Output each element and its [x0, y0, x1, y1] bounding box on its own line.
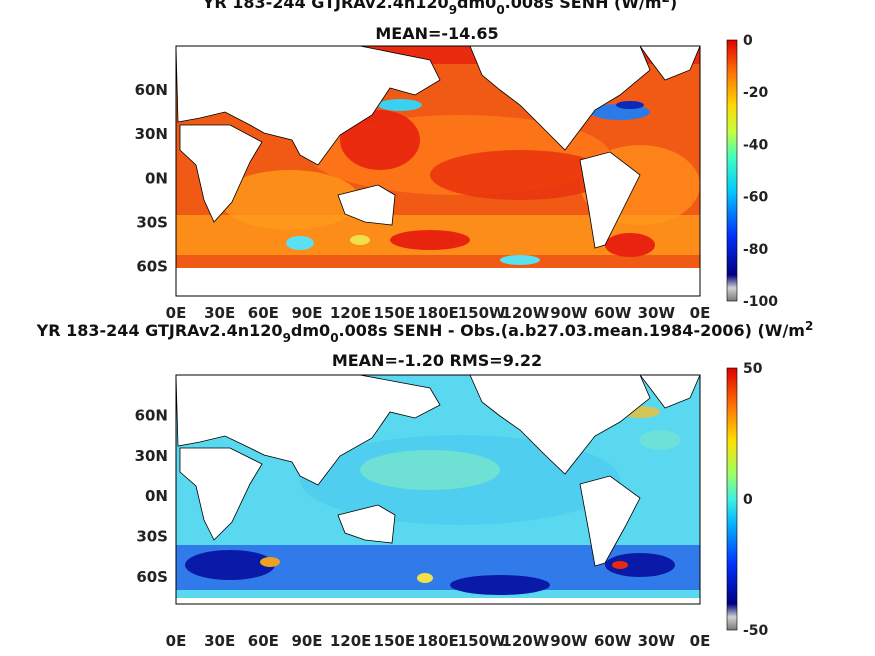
- bottom-x-tick-label: 60E: [248, 632, 279, 650]
- top-x-tick-label: 150W: [458, 304, 506, 322]
- bottom-warm-spot-1: [260, 557, 280, 567]
- top-x-tick-label: 120W: [501, 304, 549, 322]
- top-x-tick-label: 90W: [550, 304, 588, 322]
- bottom-colorbar-tick-label: 0: [743, 492, 753, 508]
- top-y-tick-label: 60S: [136, 258, 168, 276]
- top-east-pacific: [430, 150, 610, 200]
- top-colorbar-tick-label: -100: [743, 294, 778, 310]
- bottom-north-america: [469, 375, 651, 475]
- bottom-subtitle: MEAN=-1.20 RMS=9.22: [332, 351, 542, 370]
- top-southern-yellow: [350, 235, 370, 245]
- top-colorbar-tick-label: 0: [743, 33, 753, 49]
- bottom-y-tick-label: 60N: [135, 406, 168, 424]
- top-south-pacific-red: [390, 230, 470, 250]
- bottom-x-tick-label: 90E: [291, 632, 322, 650]
- top-kuroshio: [378, 99, 422, 111]
- bottom-greenland: [639, 375, 700, 409]
- bottom-x-tick-label: 30E: [204, 632, 235, 650]
- top-colorbar-tick-label: -20: [743, 85, 769, 101]
- top-south-america: [579, 151, 641, 249]
- top-eurasia: [176, 46, 441, 166]
- bottom-y-tick-label: 30S: [136, 528, 168, 546]
- bottom-title: YR 183-244 GTJRAv2.4n1209dm00.008s SENH …: [36, 319, 814, 345]
- top-colorbar: [726, 39, 738, 302]
- top-x-tick-label: 30W: [638, 304, 676, 322]
- bottom-colorbar: [726, 367, 738, 631]
- bottom-australia: [337, 504, 396, 544]
- bottom-southern-deep-3: [605, 553, 675, 577]
- bottom-x-tick-label: 180E: [417, 632, 459, 650]
- top-map-frame: [175, 45, 701, 297]
- top-gulf-core: [616, 101, 644, 109]
- top-map-field: [176, 46, 700, 296]
- bottom-southern-deep-2: [450, 575, 550, 595]
- bottom-warm-spot-3: [612, 561, 628, 569]
- top-southern-cold-2: [500, 255, 540, 265]
- bottom-atlantic-green: [640, 430, 680, 450]
- top-africa: [179, 124, 263, 223]
- bottom-x-tick-label: 0E: [166, 632, 187, 650]
- bottom-map-frame: [175, 374, 701, 605]
- top-antarctica: [176, 268, 700, 296]
- bottom-colorbar-tick-label: 50: [743, 361, 763, 377]
- bottom-x-tick-label: 60W: [594, 632, 632, 650]
- top-x-tick-label: 120E: [330, 304, 372, 322]
- top-title: YR 183-244 GTJRAv2.4n1209dm00.008s SENH …: [202, 0, 677, 17]
- top-y-tick-label: 0N: [145, 169, 168, 187]
- bottom-colorbar-ticks: 50 0 -50: [743, 361, 769, 639]
- bottom-x-tick-label: 150W: [458, 632, 506, 650]
- top-x-tick-label: 0E: [690, 304, 711, 322]
- top-panel: YR 183-244 GTJRAv2.4n1209dm00.008s SENH …: [135, 0, 779, 322]
- top-colorbar-tick-label: -80: [743, 242, 769, 258]
- bottom-x-tick-label: 150E: [374, 632, 416, 650]
- top-colorbar-tick-label: -40: [743, 137, 769, 153]
- bottom-y-tick-label: 30N: [135, 447, 168, 465]
- bottom-africa: [179, 447, 263, 541]
- bottom-pacific-green: [360, 450, 500, 490]
- bottom-x-tick-label: 30W: [638, 632, 676, 650]
- top-subtitle: MEAN=-14.65: [375, 24, 498, 43]
- bottom-warm-spot-2: [417, 573, 433, 583]
- top-australia: [337, 184, 396, 226]
- top-y-axis: 60N 30N 0N 30S 60S: [135, 81, 168, 275]
- bottom-x-tick-label: 120W: [501, 632, 549, 650]
- bottom-x-tick-label: 120E: [330, 632, 372, 650]
- top-x-tick-label: 180E: [417, 304, 459, 322]
- bottom-x-tick-label: 90W: [550, 632, 588, 650]
- top-y-tick-label: 30N: [135, 125, 168, 143]
- bottom-panel: YR 183-244 GTJRAv2.4n1209dm00.008s SENH …: [36, 319, 814, 650]
- bottom-map-field: [176, 375, 700, 604]
- top-x-tick-label: 90E: [291, 304, 322, 322]
- bottom-antarctica: [176, 598, 700, 604]
- bottom-colorbar-tick-label: -50: [743, 623, 769, 639]
- top-x-tick-label: 0E: [166, 304, 187, 322]
- top-land: [176, 46, 700, 296]
- bottom-y-tick-label: 0N: [145, 487, 168, 505]
- top-y-tick-label: 60N: [135, 81, 168, 99]
- bottom-southern-deep-1: [185, 550, 275, 580]
- bottom-eurasia: [176, 375, 441, 486]
- top-north-america: [469, 46, 651, 151]
- top-south-atlantic-red: [605, 233, 655, 257]
- top-colorbar-tick-label: -60: [743, 190, 769, 206]
- top-x-tick-label: 30E: [204, 304, 235, 322]
- bottom-land: [176, 375, 700, 604]
- top-y-tick-label: 30S: [136, 213, 168, 231]
- top-x-tick-label: 60W: [594, 304, 632, 322]
- bottom-y-tick-label: 60S: [136, 568, 168, 586]
- top-x-tick-label: 60E: [248, 304, 279, 322]
- bottom-south-america: [579, 475, 641, 567]
- top-greenland: [639, 46, 700, 81]
- bottom-y-axis: 60N 30N 0N 30S 60S: [135, 406, 168, 586]
- top-southern-cold-1: [286, 236, 314, 250]
- top-west-pacific: [340, 110, 420, 170]
- bottom-x-tick-label: 0E: [690, 632, 711, 650]
- top-x-tick-label: 150E: [374, 304, 416, 322]
- top-colorbar-ticks: 0 -20 -40 -60 -80 -100: [743, 33, 778, 310]
